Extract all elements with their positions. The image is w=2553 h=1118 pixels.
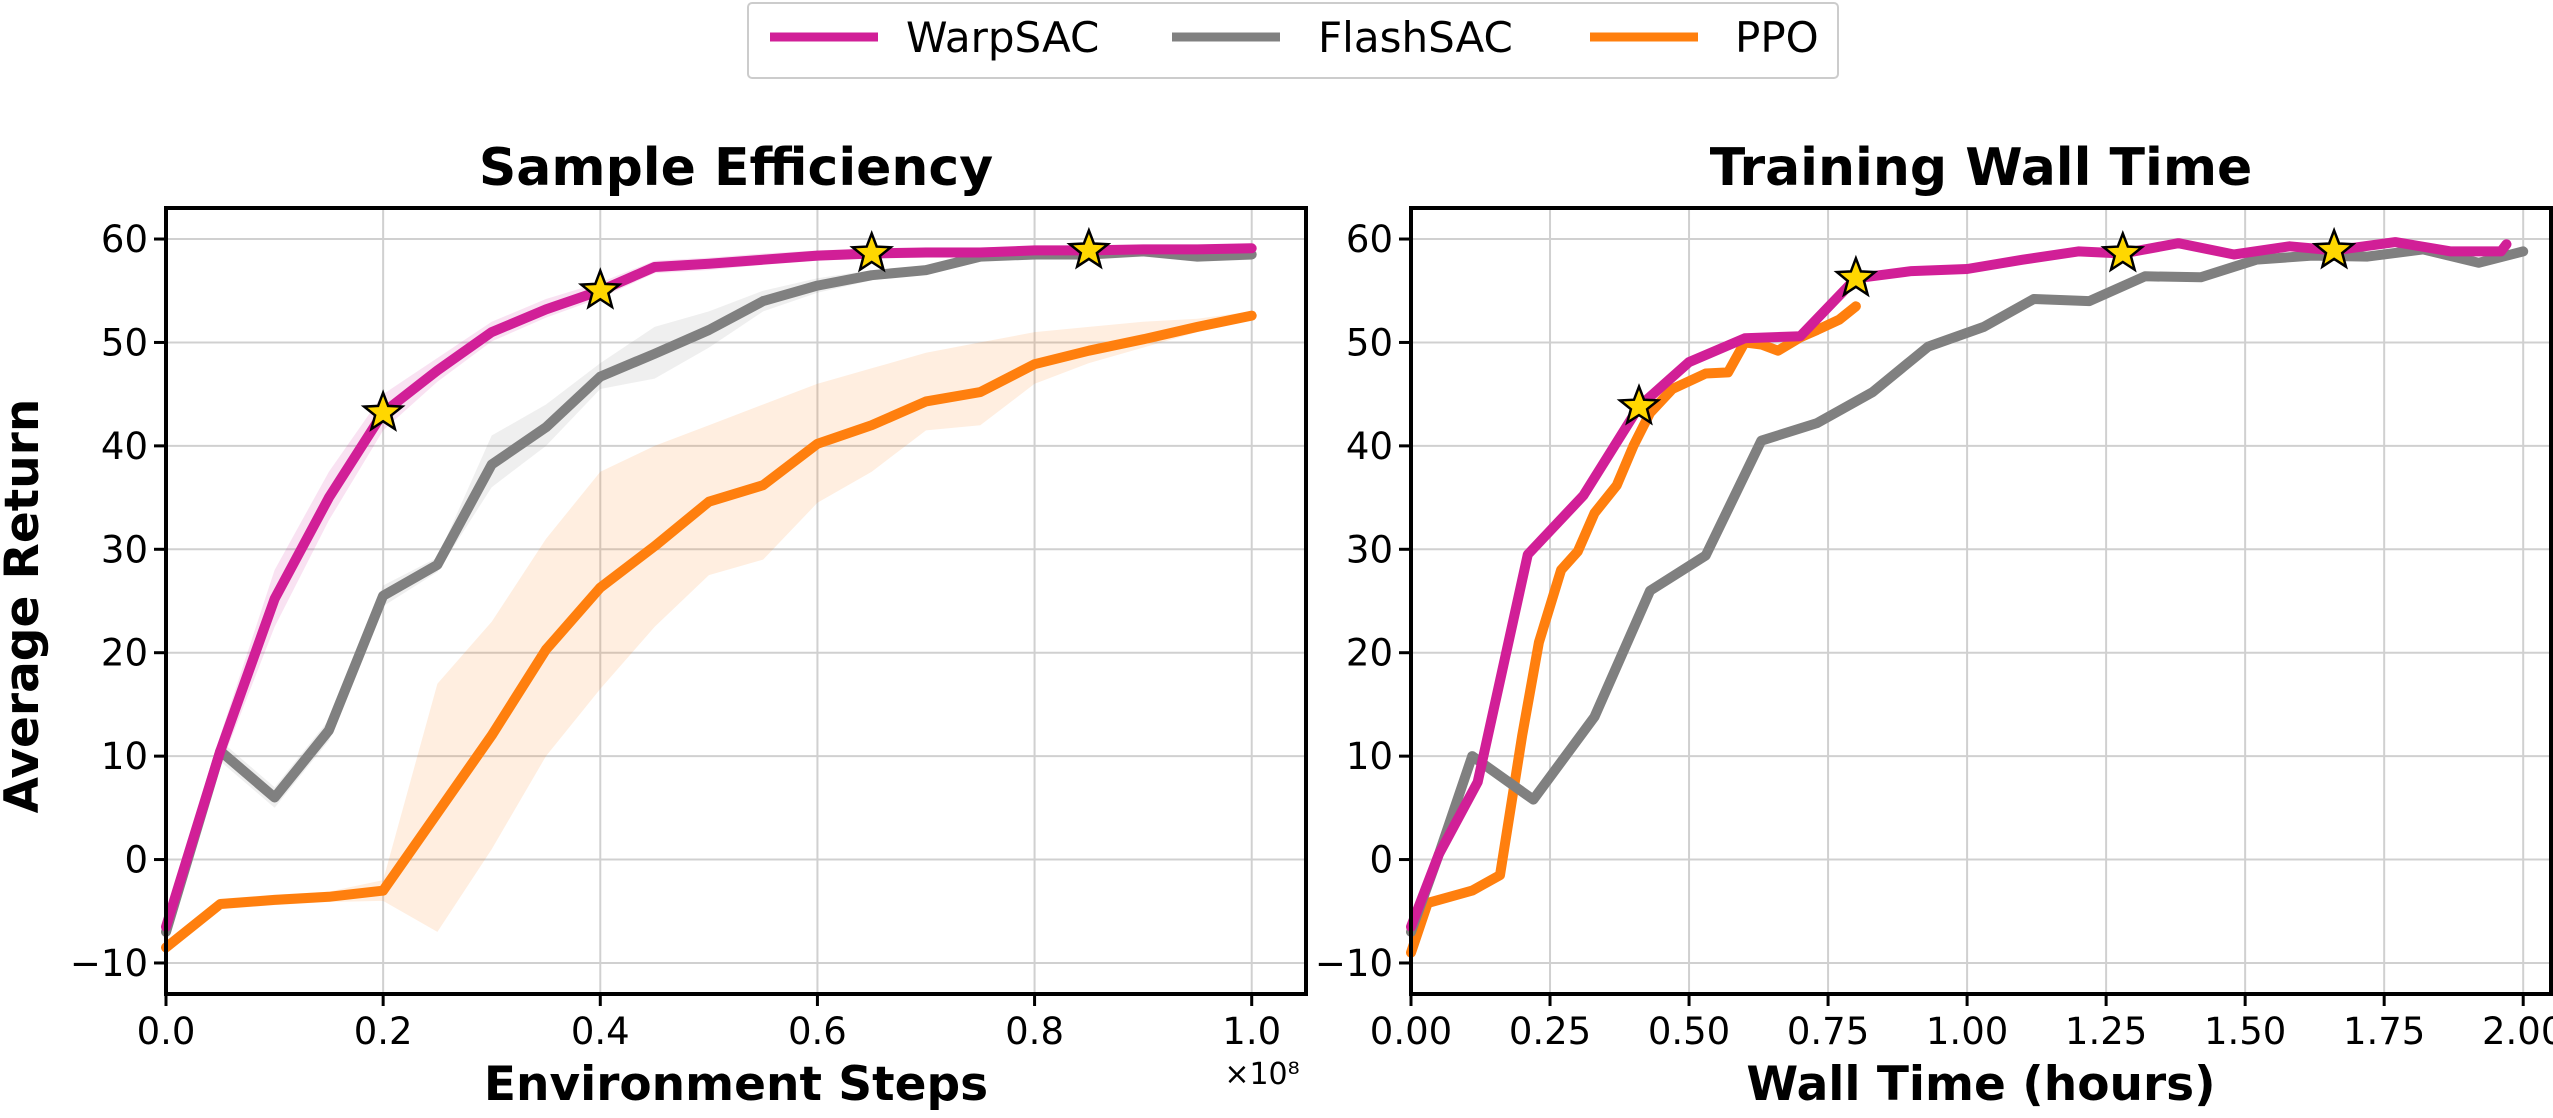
series-line-ppo	[161, 310, 1257, 953]
series-line-warpsac	[1406, 237, 2512, 932]
x-tick-label: 0.4	[571, 1010, 630, 1053]
x-tick-label: 1.50	[2204, 1010, 2286, 1053]
y-tick-label: −10	[70, 942, 148, 985]
x-tick-label: 0.0	[137, 1010, 196, 1053]
x-tick-label: 1.25	[2065, 1010, 2147, 1053]
star-marker	[577, 267, 623, 310]
panel-title-training-wall-time: Training Wall Time	[1710, 138, 2253, 198]
series-line-warpsac	[161, 243, 1257, 932]
y-tick-label: 30	[101, 528, 148, 571]
x-tick-label: 1.75	[2343, 1010, 2425, 1053]
markers-training-wall-time	[1616, 226, 2357, 426]
x-multiplier-label: ×10⁸	[1224, 1057, 1299, 1092]
star-marker	[360, 389, 406, 432]
y-tick-label: 20	[101, 632, 148, 675]
y-tick-label: −10	[1315, 942, 1393, 985]
star-marker	[2100, 229, 2146, 273]
lines-sample-efficiency	[161, 243, 1257, 953]
y-tick-label: 60	[101, 218, 148, 261]
x-tick-label: 0.50	[1648, 1010, 1730, 1053]
x-tick-label: 0.25	[1509, 1010, 1591, 1053]
x-tick-label: 1.00	[1926, 1010, 2008, 1053]
star-marker	[2311, 226, 2357, 270]
star-marker	[1066, 226, 1112, 270]
x-tick-label: 2.00	[2482, 1010, 2553, 1053]
x-tick-label: 0.8	[1005, 1010, 1064, 1053]
ticks-sample-efficiency: 0.0 0.2 0.4 0.6 0.8 1.0 −10 0 10 20 30 40 50 60	[70, 218, 1281, 1053]
x-tick-label: 0.00	[1370, 1010, 1452, 1053]
x-tick-label: 0.6	[788, 1010, 847, 1053]
star-marker	[849, 229, 895, 273]
x-axis-title-training-wall-time: Wall Time (hours)	[1746, 1057, 2215, 1112]
panel-title-sample-efficiency: Sample Efficiency	[479, 138, 993, 198]
markers-sample-efficiency	[360, 226, 1112, 432]
x-axis-title-sample-efficiency: Environment Steps	[484, 1057, 988, 1112]
plot-frame-training-wall-time	[1409, 206, 2553, 996]
ticks-training-wall-time: 0.00 0.25 0.50 0.75 1.00 1.25 1.50 1.75 2.00 −10 0…	[1315, 218, 2553, 1053]
legend-label-warpsac: WarpSAC	[906, 13, 1099, 62]
x-tick-label: 1.0	[1222, 1010, 1281, 1053]
panel-sample-efficiency: Sample Efficiency 0.0 0.2 0.4 0.6 0.8 1.0−100…	[70, 138, 1308, 1112]
y-tick-label: 60	[1346, 218, 1393, 261]
plot-frame-sample-efficiency	[164, 206, 1308, 996]
series-line-ppo	[1406, 301, 1861, 958]
y-tick-label: 10	[101, 735, 148, 778]
y-tick-label: 30	[1346, 528, 1393, 571]
band-ppo	[166, 311, 1252, 953]
legend-frame	[747, 2, 1839, 79]
legend-label-ppo: PPO	[1735, 13, 1819, 62]
star-marker	[1833, 254, 1879, 298]
star-marker	[1616, 383, 1662, 426]
y-tick-label: 50	[1346, 321, 1393, 364]
y-tick-label: 40	[101, 425, 148, 468]
y-tick-label: 50	[101, 321, 148, 364]
panel-training-wall-time: Training Wall Time 0.00 0.25 0.50 0.75 1.00 1…	[1315, 138, 2553, 1112]
y-tick-label: 0	[124, 839, 148, 882]
y-tick-label: 0	[1369, 839, 1393, 882]
y-tick-label: 40	[1346, 425, 1393, 468]
y-axis-title: Average Return	[0, 399, 50, 814]
y-tick-label: 10	[1346, 735, 1393, 778]
grid-sample-efficiency	[165, 208, 1306, 994]
legend-label-flashsac: FlashSAC	[1318, 13, 1513, 62]
x-tick-label: 0.75	[1787, 1010, 1869, 1053]
legend: WarpSAC FlashSAC PPO	[747, 2, 1839, 79]
x-tick-label: 0.2	[354, 1010, 413, 1053]
y-tick-label: 20	[1346, 632, 1393, 675]
